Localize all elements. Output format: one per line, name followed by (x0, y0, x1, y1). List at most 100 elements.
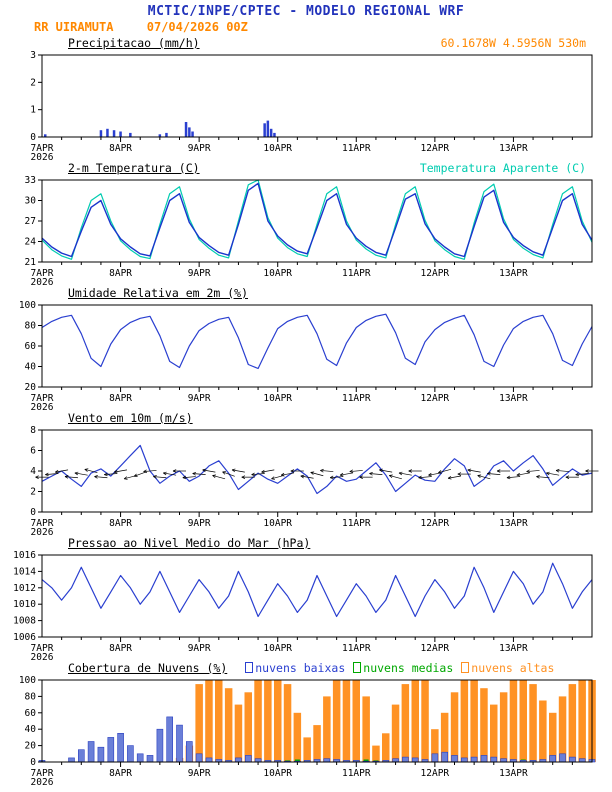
legend-item-low-clouds: nuvens baixas (245, 661, 345, 675)
svg-text:100: 100 (19, 676, 36, 686)
panel-wind-header: Vento em 10m (m/s) (0, 411, 612, 426)
svg-text:0: 0 (30, 757, 36, 768)
svg-text:11APR: 11APR (342, 643, 371, 654)
panel-wind: Vento em 10m (m/s) 0 2 4 6 8 7APR 2026 8APR 9APR… (0, 411, 612, 536)
svg-text:11APR: 11APR (342, 143, 371, 154)
panel-temperature-title: 2-m Temperatura (C) (68, 161, 200, 175)
svg-text:9APR: 9APR (188, 518, 211, 529)
svg-text:8: 8 (30, 426, 36, 436)
svg-text:8APR: 8APR (109, 268, 132, 279)
legend-label-high-clouds: nuvens altas (471, 661, 555, 675)
svg-text:13APR: 13APR (499, 393, 528, 404)
svg-text:1008: 1008 (13, 616, 36, 627)
station-label: RR UIRAMUTA (34, 20, 114, 34)
svg-text:2026: 2026 (31, 527, 54, 536)
svg-text:1: 1 (30, 105, 36, 116)
svg-text:10APR: 10APR (263, 768, 292, 779)
svg-text:12APR: 12APR (421, 143, 450, 154)
svg-text:24: 24 (25, 237, 37, 248)
svg-text:10APR: 10APR (263, 643, 292, 654)
svg-text:33: 33 (25, 176, 36, 186)
panel-cloud-cover: Cobertura de Nuvens (%) nuvens baixas nuve… (0, 661, 612, 786)
svg-text:7APR: 7APR (31, 143, 54, 154)
panel-cloud-cover-header: Cobertura de Nuvens (%) nuvens baixas nuve… (0, 661, 612, 676)
svg-text:3: 3 (30, 51, 36, 61)
svg-text:1012: 1012 (13, 583, 36, 594)
panel-precipitation-header: Precipitacao (mm/h) 60.1678W 4.5956N 530… (0, 36, 612, 51)
svg-text:80: 80 (25, 691, 37, 702)
svg-text:2026: 2026 (31, 277, 54, 286)
legend-item-mid-clouds: nuvens medias (353, 661, 453, 675)
svg-text:2: 2 (30, 77, 36, 88)
svg-text:11APR: 11APR (342, 268, 371, 279)
svg-text:21: 21 (25, 257, 37, 268)
svg-text:2026: 2026 (31, 652, 54, 661)
location-label: 60.1678W 4.5956N 530m (440, 36, 586, 50)
svg-text:10APR: 10APR (263, 393, 292, 404)
svg-text:60: 60 (25, 341, 37, 352)
svg-text:0: 0 (30, 507, 36, 518)
svg-text:2026: 2026 (31, 402, 54, 411)
svg-text:7APR: 7APR (31, 393, 54, 404)
svg-text:12APR: 12APR (421, 518, 450, 529)
svg-text:7APR: 7APR (31, 643, 54, 654)
svg-text:0: 0 (30, 132, 36, 143)
panel-precipitation: Precipitacao (mm/h) 60.1678W 4.5956N 530… (0, 36, 612, 161)
svg-text:1014: 1014 (13, 566, 36, 577)
svg-text:13APR: 13APR (499, 143, 528, 154)
svg-text:9APR: 9APR (188, 393, 211, 404)
legend-label-mid-clouds: nuvens medias (363, 661, 454, 675)
svg-text:12APR: 12APR (421, 768, 450, 779)
panel-temperature-header: 2-m Temperatura (C) Temperatura Aparente… (0, 161, 612, 176)
svg-text:1006: 1006 (13, 632, 36, 643)
svg-text:80: 80 (25, 321, 37, 332)
svg-text:2026: 2026 (31, 777, 54, 786)
apparent-temperature-label: Temperatura Aparente (C) (419, 161, 586, 175)
svg-text:40: 40 (25, 362, 37, 373)
svg-text:27: 27 (25, 216, 36, 227)
svg-text:9APR: 9APR (188, 143, 211, 154)
legend-item-high-clouds: nuvens altas (461, 661, 554, 675)
svg-text:12APR: 12APR (421, 268, 450, 279)
svg-text:60: 60 (25, 708, 37, 719)
svg-text:20: 20 (25, 382, 37, 393)
svg-text:7APR: 7APR (31, 518, 54, 529)
svg-text:11APR: 11APR (342, 393, 371, 404)
legend-label-low-clouds: nuvens baixas (255, 661, 346, 675)
svg-text:8APR: 8APR (109, 393, 132, 404)
panel-wind-title: Vento em 10m (m/s) (68, 411, 193, 425)
run-label: 07/04/2026 00Z (146, 20, 248, 34)
panel-humidity-header: Umidade Relativa em 2m (%) (0, 286, 612, 301)
panel-cloud-cover-title: Cobertura de Nuvens (%) (68, 661, 228, 675)
header-line2: RR UIRAMUTA 07/04/2026 00Z (0, 20, 612, 34)
svg-text:13APR: 13APR (499, 268, 528, 279)
svg-text:2: 2 (30, 487, 36, 498)
svg-text:6: 6 (30, 446, 36, 457)
svg-text:11APR: 11APR (342, 768, 371, 779)
svg-text:10APR: 10APR (263, 268, 292, 279)
svg-text:9APR: 9APR (188, 268, 211, 279)
svg-text:20: 20 (25, 741, 37, 752)
svg-text:1016: 1016 (13, 551, 36, 561)
svg-text:2026: 2026 (31, 152, 54, 161)
cloud-legend: nuvens baixas nuvens medias nuvens altas (237, 661, 554, 675)
panel-pressure: Pressao ao Nivel Medio do Mar (hPa) 1006… (0, 536, 612, 661)
svg-text:10APR: 10APR (263, 518, 292, 529)
svg-text:8APR: 8APR (109, 518, 132, 529)
svg-text:1010: 1010 (13, 599, 36, 610)
svg-text:10APR: 10APR (263, 143, 292, 154)
high-clouds-swatch-icon (461, 662, 470, 673)
svg-text:8APR: 8APR (109, 643, 132, 654)
svg-text:7APR: 7APR (31, 768, 54, 779)
svg-text:13APR: 13APR (499, 518, 528, 529)
svg-text:100: 100 (19, 301, 36, 311)
panel-pressure-title: Pressao ao Nivel Medio do Mar (hPa) (68, 536, 311, 550)
page-title: MCTIC/INPE/CPTEC - MODELO REGIONAL WRF (147, 4, 465, 19)
svg-text:9APR: 9APR (188, 768, 211, 779)
svg-text:8APR: 8APR (109, 143, 132, 154)
